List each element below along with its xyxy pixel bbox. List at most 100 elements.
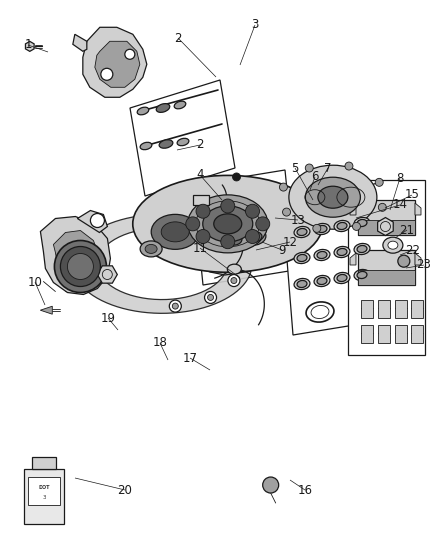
Circle shape <box>398 255 410 267</box>
Ellipse shape <box>138 205 213 259</box>
Ellipse shape <box>314 223 330 235</box>
Circle shape <box>172 303 178 309</box>
Ellipse shape <box>140 142 152 150</box>
Text: 18: 18 <box>152 336 167 350</box>
Text: 2: 2 <box>196 139 204 151</box>
Ellipse shape <box>227 264 241 274</box>
Circle shape <box>231 278 237 284</box>
Polygon shape <box>53 230 99 285</box>
Text: 2: 2 <box>174 31 182 44</box>
Circle shape <box>101 68 113 80</box>
Text: DOT: DOT <box>39 484 50 489</box>
Text: 3: 3 <box>251 19 259 31</box>
Polygon shape <box>350 253 356 265</box>
Ellipse shape <box>214 214 242 234</box>
Polygon shape <box>348 180 425 355</box>
Circle shape <box>90 214 104 228</box>
Text: 1: 1 <box>24 38 32 52</box>
Ellipse shape <box>297 229 307 236</box>
Polygon shape <box>415 253 421 265</box>
Polygon shape <box>73 34 87 51</box>
Ellipse shape <box>388 241 398 249</box>
Bar <box>24 469 64 524</box>
Polygon shape <box>130 80 235 196</box>
Ellipse shape <box>383 237 403 253</box>
Polygon shape <box>40 216 110 295</box>
Text: 10: 10 <box>28 276 42 288</box>
Polygon shape <box>72 214 251 313</box>
Polygon shape <box>395 300 407 318</box>
Circle shape <box>305 164 313 172</box>
Ellipse shape <box>145 245 157 253</box>
Polygon shape <box>378 325 390 343</box>
Ellipse shape <box>297 254 307 262</box>
Ellipse shape <box>137 107 149 115</box>
Circle shape <box>125 49 135 59</box>
Ellipse shape <box>357 220 367 227</box>
Polygon shape <box>415 203 421 215</box>
Circle shape <box>246 230 259 244</box>
Ellipse shape <box>317 225 327 232</box>
Circle shape <box>205 292 216 303</box>
Polygon shape <box>205 198 282 275</box>
Ellipse shape <box>133 175 323 272</box>
Ellipse shape <box>294 253 310 263</box>
Text: 22: 22 <box>406 244 420 256</box>
Ellipse shape <box>161 222 189 242</box>
Ellipse shape <box>228 235 242 245</box>
Circle shape <box>283 208 290 216</box>
Text: 23: 23 <box>417 259 431 271</box>
Ellipse shape <box>357 271 367 279</box>
Polygon shape <box>25 42 34 51</box>
Circle shape <box>196 230 210 244</box>
Circle shape <box>208 294 214 301</box>
Polygon shape <box>361 325 373 343</box>
Ellipse shape <box>159 140 173 148</box>
Ellipse shape <box>294 227 310 238</box>
Polygon shape <box>395 325 407 343</box>
Text: 6: 6 <box>311 171 319 183</box>
Text: 21: 21 <box>399 223 414 237</box>
Ellipse shape <box>289 165 377 229</box>
Polygon shape <box>193 170 295 285</box>
Polygon shape <box>283 195 385 335</box>
Polygon shape <box>358 270 415 285</box>
Text: 20: 20 <box>117 483 132 497</box>
Text: 14: 14 <box>392 198 407 212</box>
Circle shape <box>279 183 287 191</box>
Ellipse shape <box>224 232 246 248</box>
Ellipse shape <box>354 244 370 255</box>
Circle shape <box>221 235 235 249</box>
Bar <box>28 477 60 505</box>
Ellipse shape <box>177 138 189 146</box>
Text: 5: 5 <box>291 161 299 174</box>
Circle shape <box>256 217 270 231</box>
Bar <box>194 195 209 205</box>
Ellipse shape <box>297 280 307 287</box>
Text: 12: 12 <box>283 236 297 248</box>
Circle shape <box>353 222 360 230</box>
Text: 11: 11 <box>192 241 208 254</box>
Ellipse shape <box>203 206 253 242</box>
Text: 7: 7 <box>324 161 332 174</box>
Polygon shape <box>411 325 423 343</box>
Text: 17: 17 <box>183 351 198 365</box>
Circle shape <box>228 274 240 287</box>
Circle shape <box>263 477 279 493</box>
Polygon shape <box>378 300 390 318</box>
Polygon shape <box>358 200 415 235</box>
Ellipse shape <box>334 246 350 257</box>
Ellipse shape <box>294 278 310 289</box>
Polygon shape <box>350 203 356 215</box>
Circle shape <box>313 224 321 232</box>
Bar <box>32 457 56 469</box>
Circle shape <box>196 204 210 218</box>
Circle shape <box>221 199 235 213</box>
Ellipse shape <box>314 276 330 287</box>
Ellipse shape <box>317 252 327 259</box>
Polygon shape <box>78 211 107 232</box>
Text: 13: 13 <box>290 214 305 227</box>
Text: 15: 15 <box>405 189 420 201</box>
Text: 9: 9 <box>278 244 286 256</box>
Text: 16: 16 <box>297 483 312 497</box>
